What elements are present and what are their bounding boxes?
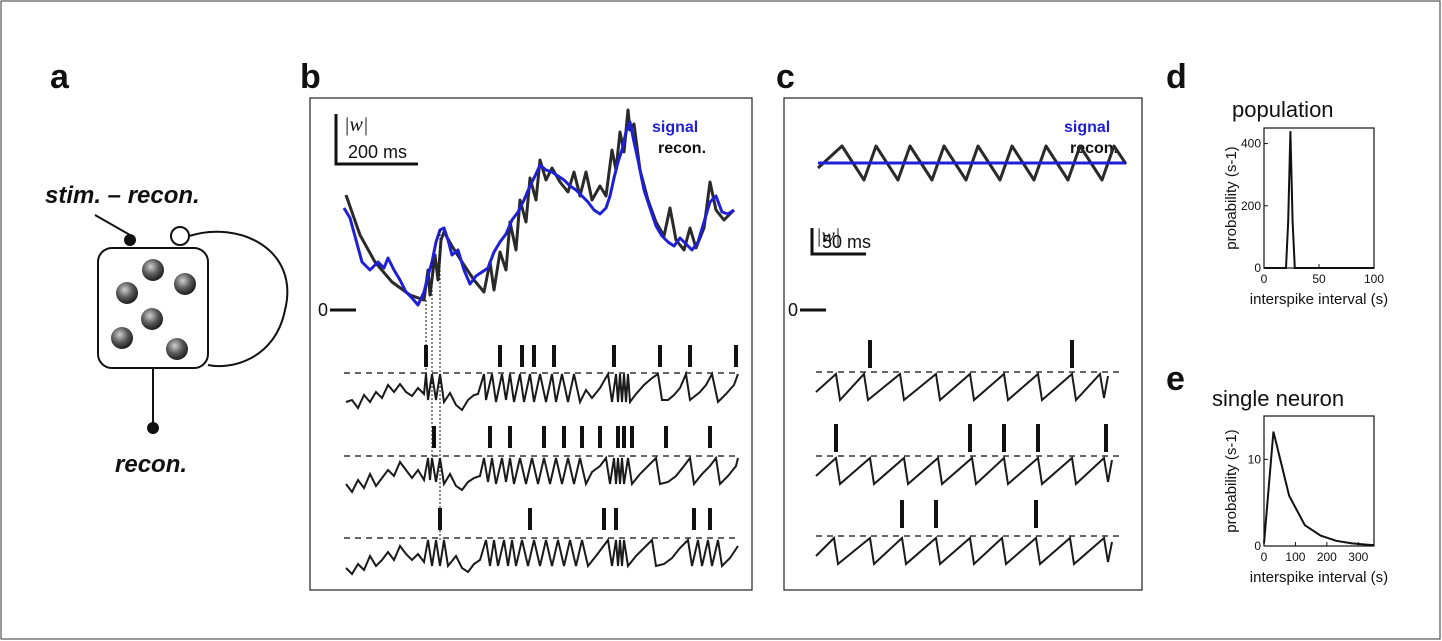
scale-time-b: 200 ms <box>348 142 407 162</box>
feedback-loop <box>188 230 289 368</box>
panel-letter-e: e <box>1166 360 1185 398</box>
y-tick-label: 400 <box>1241 137 1261 151</box>
isi-distribution-line <box>1263 431 1375 547</box>
neuron-trace-b1 <box>344 345 740 412</box>
recon-trace-c <box>816 144 1128 182</box>
isi-distribution-line <box>1264 131 1374 269</box>
neuron-icon <box>141 308 163 330</box>
panel-letter-b: b <box>300 58 321 96</box>
neuron-icon <box>111 327 133 349</box>
neuron-icon <box>174 273 196 295</box>
scalebar-lines-b <box>334 114 418 166</box>
stim-minus-recon-label: stim. – recon. <box>45 182 200 209</box>
chart-d: 0 50 100 0 200 400 interspike interval (s) prob… <box>1223 127 1388 308</box>
x-tick-label: 300 <box>1348 550 1368 564</box>
x-tick-label: 0 <box>1261 272 1268 286</box>
x-axis-label: interspike interval (s) <box>1250 291 1388 308</box>
legend-signal-c: signal <box>1064 119 1110 136</box>
x-axis-label: interspike interval (s) <box>1250 569 1388 586</box>
input-node-icon <box>124 234 136 246</box>
plot-frame <box>1263 127 1375 269</box>
legend-recon-b: recon. <box>658 140 706 157</box>
legend-recon-c: recon. <box>1070 140 1118 157</box>
y-tick-label: 0 <box>1254 539 1261 553</box>
input-connector <box>94 214 131 236</box>
panel-c-box <box>783 97 1143 591</box>
chart-e-title: single neuron <box>1212 386 1344 411</box>
panel-letter-a: a <box>50 58 70 96</box>
panel-letter-c: c <box>776 58 795 96</box>
scale-w-b: |w| <box>344 114 368 136</box>
scale-time-c: 50 ms <box>822 232 871 252</box>
scalebar-lines-c <box>810 228 866 256</box>
network-diagram <box>94 214 289 434</box>
neuron-trace-c1 <box>815 340 1122 403</box>
chart-d-title: population <box>1232 97 1334 122</box>
neuron-trace-b3 <box>344 508 740 576</box>
x-tick-label: 0 <box>1261 550 1268 564</box>
zero-label-b: 0 <box>318 300 328 320</box>
chart-e: 0 100 200 300 0 10 interspike interval (s) prob… <box>1223 415 1388 586</box>
y-axis-label: probability (s-1) <box>1223 146 1240 249</box>
recon-output-label: recon. <box>115 451 187 478</box>
neuron-icon <box>142 259 164 281</box>
neuron-trace-c3 <box>815 500 1122 567</box>
neuron-icon <box>116 282 138 304</box>
plot-frame <box>1263 415 1375 547</box>
x-tick-label: 200 <box>1317 550 1337 564</box>
signal-trace-b <box>342 120 735 307</box>
y-tick-label: 200 <box>1241 199 1261 213</box>
panel-letter-d: d <box>1166 58 1187 96</box>
neuron-trace-c2 <box>815 424 1122 487</box>
scale-w-c: |w| <box>816 225 840 247</box>
y-axis-label: probability (s-1) <box>1223 429 1240 532</box>
x-tick-label: 100 <box>1285 550 1305 564</box>
scalebar-c: |w| 50 ms <box>810 225 871 256</box>
legend-signal-b: signal <box>652 119 698 136</box>
neuron-trace-b2 <box>344 426 740 494</box>
y-tick-label: 0 <box>1254 261 1261 275</box>
output-node-icon <box>147 422 159 434</box>
x-tick-label: 100 <box>1364 272 1384 286</box>
neuron-icon <box>166 338 188 360</box>
y-tick-label: 10 <box>1248 452 1262 466</box>
x-tick-label: 50 <box>1312 272 1326 286</box>
feedback-node-icon <box>170 226 190 246</box>
zero-label-c: 0 <box>788 300 798 320</box>
scalebar-b: |w| 200 ms <box>334 114 418 166</box>
